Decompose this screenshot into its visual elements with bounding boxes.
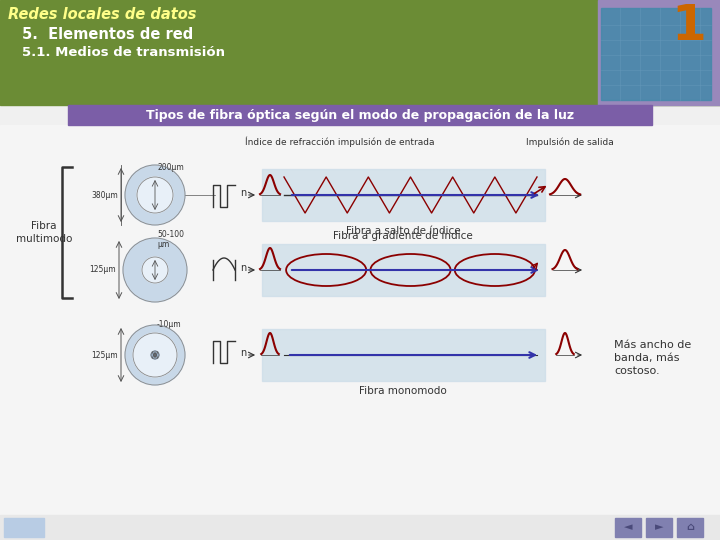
Bar bbox=[262, 329, 545, 381]
Text: 50-100
μm: 50-100 μm bbox=[157, 230, 184, 249]
Text: Fibra a salto de índice: Fibra a salto de índice bbox=[346, 226, 460, 236]
Bar bbox=[646, 518, 672, 537]
Bar bbox=[262, 244, 545, 296]
Text: 5.1. Medios de transmisión: 5.1. Medios de transmisión bbox=[22, 46, 225, 59]
Bar bbox=[677, 518, 703, 537]
Bar bbox=[68, 105, 652, 125]
Text: -10μm: -10μm bbox=[157, 320, 181, 329]
Bar bbox=[615, 518, 641, 537]
Text: n: n bbox=[240, 188, 246, 198]
Bar bbox=[4, 518, 44, 537]
Bar bbox=[0, 125, 720, 540]
Circle shape bbox=[142, 257, 168, 283]
Text: 380μm: 380μm bbox=[91, 191, 118, 199]
Text: ⌂: ⌂ bbox=[686, 523, 694, 532]
Text: Índice de refracción impulsión de entrada: Índice de refracción impulsión de entrad… bbox=[246, 137, 435, 147]
Circle shape bbox=[123, 238, 187, 302]
Text: Redes locales de datos: Redes locales de datos bbox=[8, 7, 197, 22]
Text: 125μm: 125μm bbox=[91, 350, 118, 360]
Text: n: n bbox=[240, 263, 246, 273]
Text: n: n bbox=[240, 348, 246, 358]
Text: 1: 1 bbox=[671, 2, 706, 50]
Circle shape bbox=[151, 351, 159, 359]
Circle shape bbox=[137, 177, 173, 213]
Text: Fibra
multimodo: Fibra multimodo bbox=[16, 221, 72, 244]
Text: 125μm: 125μm bbox=[89, 266, 116, 274]
Bar bbox=[598, 0, 720, 105]
Bar bbox=[601, 8, 711, 100]
Text: Más ancho de
banda, más
costoso.: Más ancho de banda, más costoso. bbox=[614, 340, 691, 376]
Text: 5.  Elementos de red: 5. Elementos de red bbox=[22, 27, 193, 42]
Text: ►: ► bbox=[654, 523, 663, 532]
Text: Fibra a gradiente de índice: Fibra a gradiente de índice bbox=[333, 231, 473, 241]
Circle shape bbox=[125, 325, 185, 385]
Text: Tipos de fibra óptica según el modo de propagación de la luz: Tipos de fibra óptica según el modo de p… bbox=[146, 109, 574, 122]
Circle shape bbox=[133, 333, 177, 377]
Text: 200μm: 200μm bbox=[157, 163, 184, 172]
Bar bbox=[0, 515, 720, 540]
Text: Fibra monomodo: Fibra monomodo bbox=[359, 386, 447, 396]
Text: ◄: ◄ bbox=[624, 523, 632, 532]
Text: Impulsión de salida: Impulsión de salida bbox=[526, 138, 614, 147]
Bar bbox=[0, 0, 720, 105]
Circle shape bbox=[125, 165, 185, 225]
Bar bbox=[262, 169, 545, 221]
